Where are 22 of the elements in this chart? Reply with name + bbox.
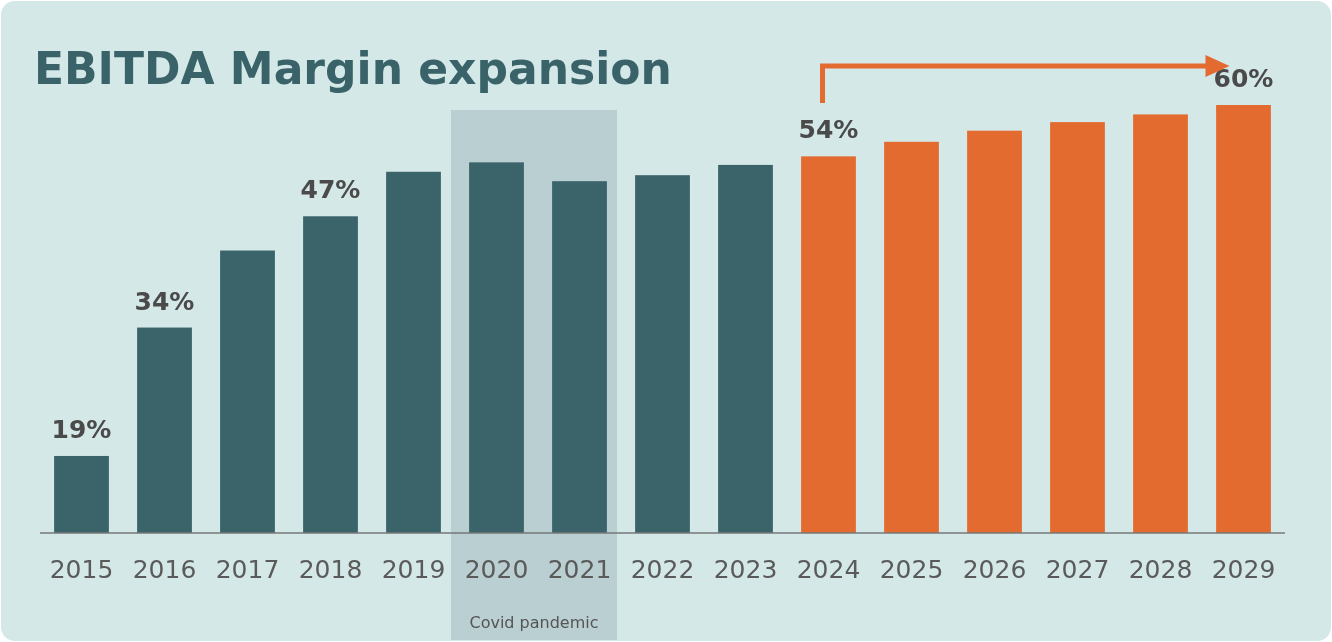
data-label: 54%: [798, 115, 859, 145]
band-label: Covid pandemic: [469, 613, 599, 632]
chart-title: EBITDA Margin expansion: [34, 43, 672, 94]
x-tick-label: 2019: [381, 555, 446, 584]
x-tick-label: 2026: [962, 555, 1027, 584]
x-tick-label: 2024: [796, 555, 861, 584]
data-label: 47%: [300, 175, 361, 205]
data-label: 34%: [134, 286, 195, 316]
x-tick-label: 2029: [1211, 555, 1276, 584]
x-tick-label: 2023: [713, 555, 778, 584]
x-tick-label: 2015: [49, 555, 114, 584]
data-label: 60%: [1213, 64, 1274, 93]
x-tick-label: 2016: [132, 555, 197, 584]
x-tick-label: 2022: [630, 555, 695, 584]
x-tick-label: 2028: [1128, 555, 1193, 584]
x-tick-label: 2020: [464, 555, 529, 584]
x-tick-label: 2018: [298, 555, 363, 584]
x-tick-label: 2027: [1045, 555, 1110, 584]
x-tick-label: 2025: [879, 555, 944, 584]
x-tick-label: 2021: [547, 555, 612, 584]
x-tick-label: 2017: [215, 555, 280, 584]
data-label: 19%: [51, 414, 112, 444]
